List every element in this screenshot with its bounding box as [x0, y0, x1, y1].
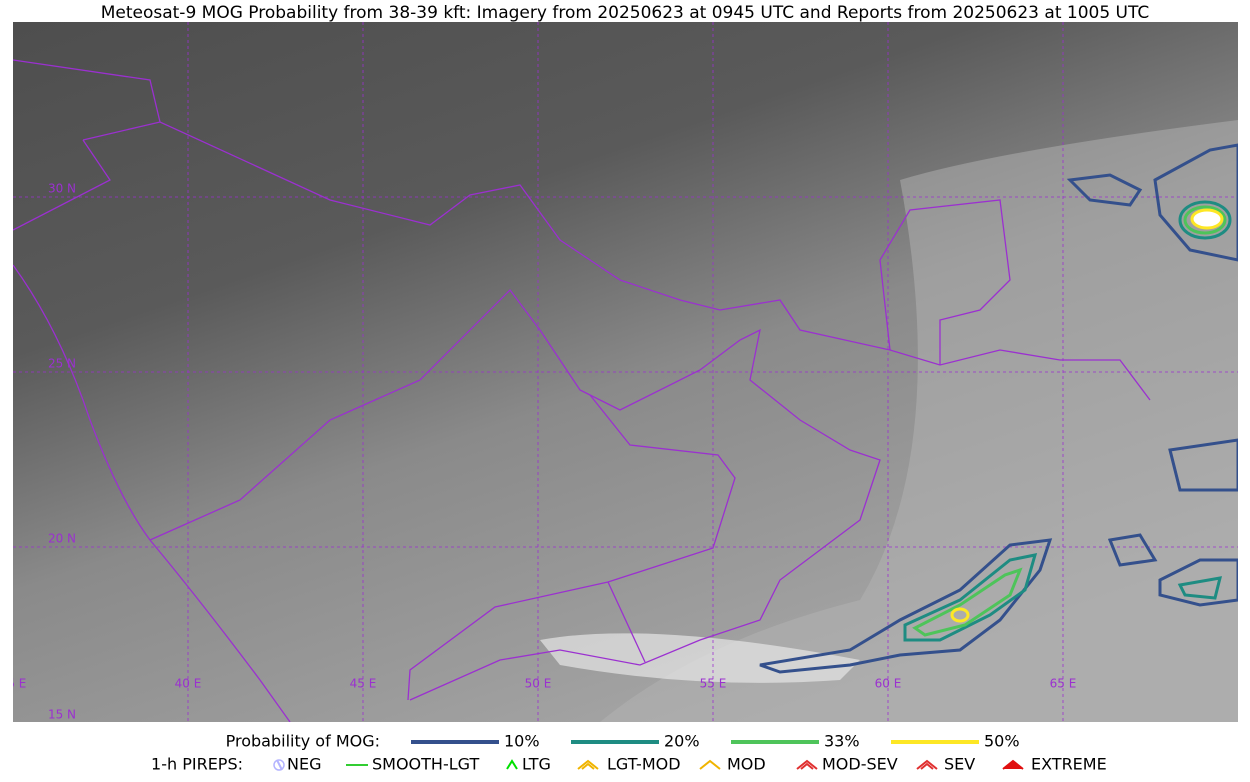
legend-label: 20% [664, 732, 700, 751]
lon-label: 45 E [350, 677, 377, 691]
pirep-symbol [276, 759, 283, 771]
lat-label: 15 N [48, 708, 76, 722]
legend-label: MOD-SEV [822, 755, 898, 774]
pirep-symbol [273, 759, 285, 771]
lon-label: 35 E [0, 677, 26, 691]
borders [13, 59, 1151, 722]
lon-label: 40 E [175, 677, 202, 691]
legend-label: 10% [504, 732, 540, 751]
lon-label: 65 E [1050, 677, 1077, 691]
legend-label: NEG [287, 755, 321, 774]
lat-label: 30 N [48, 182, 76, 196]
lon-label: 55 E [700, 677, 727, 691]
lon-label: 60 E [875, 677, 902, 691]
graticule-labels: 35 E 40 E 45 E 50 E 55 E 60 E 65 E 15 N 20 N 25 N… [0, 182, 1077, 722]
pirep-symbol [577, 759, 599, 770]
legend-label: LGT-MOD [607, 755, 681, 774]
legend-title: Probability of MOG: [226, 732, 380, 751]
lat-label: 20 N [48, 532, 76, 546]
pirep-symbol [916, 759, 938, 770]
legend-label: LTG [522, 755, 551, 774]
legend: Probability of MOG: 10% 20% 33% 50% 1-h PIREP… [151, 732, 1107, 774]
pirep-symbol [506, 759, 518, 770]
pirep-symbol [796, 759, 818, 770]
legend-label: SEV [944, 755, 975, 774]
legend-label: EXTREME [1031, 755, 1107, 774]
lon-label: 50 E [525, 677, 552, 691]
legend-title: 1-h PIREPS: [151, 755, 243, 774]
legend-label: 33% [824, 732, 860, 751]
pirep-symbol [1002, 759, 1024, 770]
map: 35 E 40 E 45 E 50 E 55 E 60 E 65 E 15 N 20 N 25 N… [0, 22, 1238, 722]
contours [759, 143, 1238, 674]
legend-label: MOD [727, 755, 766, 774]
cloud [600, 120, 1238, 722]
lat-label: 25 N [48, 357, 76, 371]
graticule [13, 22, 1238, 722]
pirep-symbol [699, 759, 721, 770]
title: Meteosat-9 MOG Probability from 38-39 kf… [101, 3, 1150, 23]
legend-label: 50% [984, 732, 1020, 751]
legend-label: SMOOTH-LGT [372, 755, 479, 774]
